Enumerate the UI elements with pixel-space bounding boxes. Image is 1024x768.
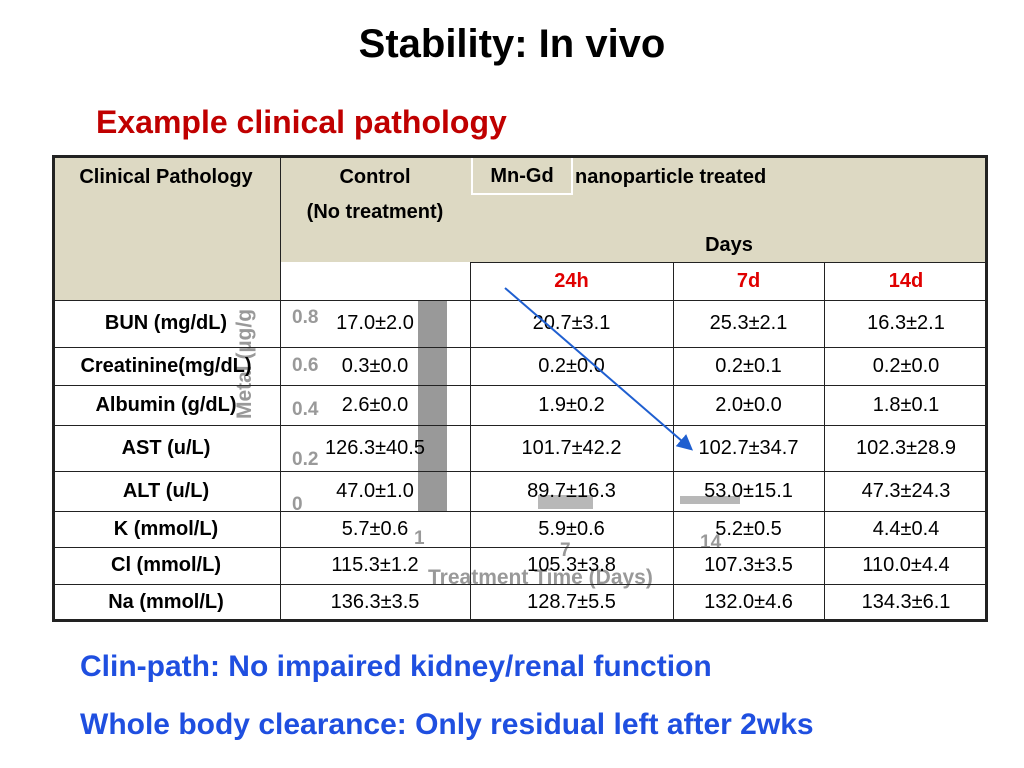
table-cell: 132.0±4.6 (704, 591, 793, 613)
header-cell: 24h (554, 269, 589, 292)
table-border (824, 262, 825, 621)
table-border (280, 155, 281, 621)
row-label: ALT (u/L) (122, 479, 210, 502)
header-cell: Mn-Gd (490, 164, 554, 187)
table-cell: 102.3±28.9 (856, 436, 956, 459)
table-cell: 0.2±0.0 (872, 354, 940, 377)
slide-title: Stability: In vivo (358, 22, 666, 66)
row-label: Albumin (g/dL) (95, 393, 237, 416)
table-cell: 107.3±3.5 (704, 554, 793, 576)
table-cell: 136.3±3.5 (330, 591, 420, 613)
table-border (52, 619, 988, 622)
ghost-axis-title: Treatment Time (Days) (428, 566, 653, 589)
table-border (985, 155, 988, 621)
table-cell: 0.2±0.0 (538, 354, 605, 377)
table-cell: 89.7±16.3 (527, 479, 616, 502)
table-cell: 105.3±3.8 (527, 554, 616, 576)
table-border (52, 155, 55, 621)
bullet: Whole body clearance: Only residual left… (80, 708, 814, 741)
ghost-tick-label: 0.8 (292, 307, 319, 328)
table-cell: 126.3±40.5 (325, 436, 425, 459)
table-border (52, 471, 988, 472)
header-cell: Clinical Pathology (79, 165, 253, 188)
ghost-bar (418, 300, 447, 512)
table-cell: 5.7±0.6 (341, 517, 409, 540)
ghost-tick-label: 0.2 (292, 449, 319, 470)
table-cell: 1.8±0.1 (872, 393, 940, 416)
subtitle: Example clinical pathology (96, 104, 507, 140)
ghost-bar (680, 496, 740, 504)
header-bg (52, 262, 280, 300)
row-label: K (mmol/L) (113, 517, 219, 540)
bullet: Clin-path: No impaired kidney/renal func… (80, 650, 712, 683)
table-border (52, 155, 988, 158)
table-cell: 128.7±5.5 (527, 591, 616, 613)
row-label: AST (u/L) (121, 436, 211, 459)
table-cell: 53.0±15.1 (704, 479, 793, 502)
table-cell: 5.2±0.5 (715, 517, 782, 540)
table-cell: 115.3±1.2 (331, 554, 419, 576)
table-cell: 2.0±0.0 (715, 393, 782, 416)
row-label: Creatinine(mg/dL) (80, 354, 252, 377)
table-border (52, 584, 988, 585)
header-cell: 14d (888, 269, 924, 292)
ghost-tick-label: 7 (560, 540, 571, 561)
table-cell: 102.7±34.7 (698, 436, 799, 459)
header-bg (280, 262, 470, 300)
ghost-tick-label: 1 (414, 528, 425, 549)
table-cell: 47.3±24.3 (861, 479, 951, 502)
table-cell: 134.3±6.1 (861, 591, 951, 613)
table-cell: 47.0±1.0 (336, 479, 414, 502)
table-border (52, 547, 988, 548)
header-cell: nanoparticle treated (575, 165, 767, 188)
table-cell: 0.3±0.0 (341, 354, 409, 377)
table-cell: 20.7±3.1 (532, 312, 611, 334)
table-cell: 1.9±0.2 (538, 393, 605, 416)
table-cell: 25.3±2.1 (709, 312, 788, 334)
table-cell: 17.0±2.0 (336, 312, 414, 334)
header-cell: Control (339, 165, 411, 188)
table-cell: 4.4±0.4 (872, 517, 940, 540)
table-cell: 2.6±0.0 (341, 393, 409, 416)
header-cell: 7d (736, 269, 761, 292)
table-cell: 16.3±2.1 (867, 312, 945, 334)
table-border (470, 262, 471, 621)
table-cell: 0.2±0.1 (715, 354, 782, 377)
row-label: BUN (mg/dL) (104, 312, 228, 334)
ghost-tick-label: 0.4 (292, 399, 319, 420)
row-label: Na (mmol/L) (108, 591, 224, 613)
table-cell: 101.7±42.2 (521, 436, 622, 459)
table-border (470, 262, 988, 263)
header-cell: Days (705, 233, 753, 256)
table-cell: 5.9±0.6 (538, 517, 605, 540)
table-cell: 110.0±4.4 (862, 554, 950, 576)
table-border (52, 511, 988, 512)
row-label: Cl (mmol/L) (111, 554, 221, 576)
ghost-tick-label: 0.6 (292, 355, 319, 376)
ghost-bar (538, 495, 593, 509)
ghost-tick-label: 0 (292, 494, 303, 515)
header-cell: (No treatment) (306, 200, 444, 223)
